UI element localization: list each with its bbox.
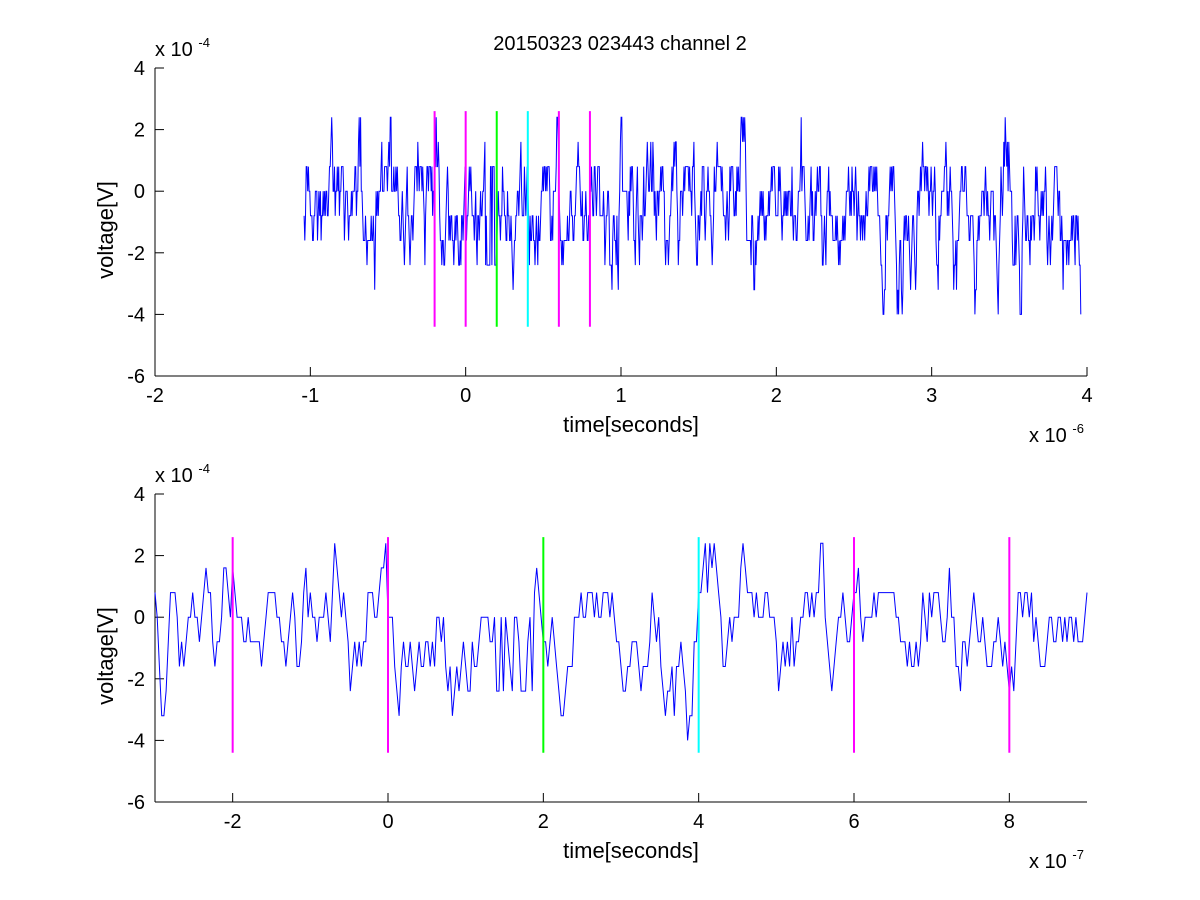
x-tick-label: 1 xyxy=(615,385,626,407)
x-tick-label: 0 xyxy=(382,811,393,833)
y-axis-label: voltage[V] xyxy=(93,181,118,279)
y-tick-label: -6 xyxy=(127,792,145,814)
y-tick-label: 4 xyxy=(134,484,145,506)
y-tick-label: 2 xyxy=(134,120,145,142)
x-tick-label: 2 xyxy=(538,811,549,833)
x-axis-label: time[seconds] xyxy=(563,412,699,437)
bottom-panel: -2 0 2 4 6 8 -6 -4 -2 0 2 4 time[seconds] voltage[V] x… xyxy=(93,461,1088,873)
y-exponent-label: x 10 -4 xyxy=(155,461,210,487)
y-tick-label: -2 xyxy=(127,243,145,265)
y-axis-label: voltage[V] xyxy=(93,607,118,705)
x-tick-label: 4 xyxy=(1081,385,1092,407)
y-tick-label: 0 xyxy=(134,607,145,629)
y-tick-label: -4 xyxy=(127,730,145,752)
voltage-series-line xyxy=(154,542,1088,741)
y-tick-label: -2 xyxy=(127,669,145,691)
x-exponent-label: x 10 -7 xyxy=(1029,847,1084,873)
voltage-series-line xyxy=(303,116,1082,315)
y-tick-label: -4 xyxy=(127,304,145,326)
x-tick-label: 6 xyxy=(848,811,859,833)
x-tick-label: 3 xyxy=(926,385,937,407)
x-tick-label: 0 xyxy=(460,385,471,407)
y-exponent-label: x 10 -4 xyxy=(155,35,210,61)
y-tick-label: -6 xyxy=(127,366,145,388)
x-tick-label: 8 xyxy=(1004,811,1015,833)
top-panel: -2 -1 0 1 2 3 4 -6 -4 -2 0 2 4 time[seconds] voltage[V… xyxy=(93,35,1093,447)
y-tick-label: 2 xyxy=(134,546,145,568)
x-tick-label: 2 xyxy=(771,385,782,407)
y-tick-label: 4 xyxy=(134,58,145,80)
x-tick-label: -1 xyxy=(301,385,319,407)
figure-title: 20150323 023443 channel 2 xyxy=(493,33,747,55)
x-tick-label: -2 xyxy=(224,811,242,833)
x-tick-label: -2 xyxy=(146,385,164,407)
x-axis-label: time[seconds] xyxy=(563,838,699,863)
x-tick-label: 4 xyxy=(693,811,704,833)
x-exponent-label: x 10 -6 xyxy=(1029,421,1084,447)
y-tick-label: 0 xyxy=(134,181,145,203)
